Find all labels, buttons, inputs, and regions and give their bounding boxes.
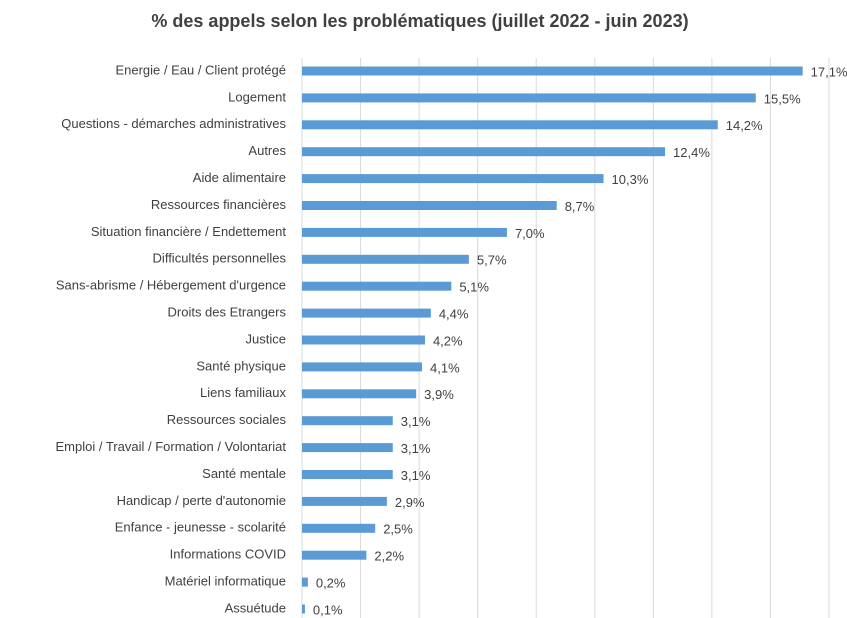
- y-tick-label: Logement: [228, 89, 286, 104]
- y-tick-label: Sans-abrisme / Hébergement d'urgence: [56, 278, 286, 293]
- data-label: 7,0%: [515, 226, 545, 241]
- data-label: 3,1%: [401, 441, 431, 456]
- data-label: 2,5%: [383, 522, 413, 537]
- bar: [302, 93, 756, 103]
- y-tick-label: Liens familiaux: [200, 385, 286, 400]
- data-label: 0,2%: [316, 576, 346, 591]
- y-tick-label: Situation financière / Endettement: [91, 224, 287, 239]
- y-tick-label: Matériel informatique: [165, 574, 286, 589]
- data-label: 17,1%: [811, 64, 847, 79]
- bar: [302, 389, 417, 399]
- y-tick-label: Difficultés personnelles: [153, 251, 287, 266]
- y-tick-label: Enfance - jeunesse - scolarité: [115, 520, 286, 535]
- bar: [302, 335, 425, 345]
- data-label: 4,1%: [430, 360, 460, 375]
- y-tick-label: Questions - démarches administratives: [61, 116, 286, 131]
- y-tick-label: Ressources sociales: [167, 412, 287, 427]
- data-label: 4,2%: [433, 333, 463, 348]
- bar: [302, 470, 393, 479]
- data-label: 5,1%: [459, 280, 489, 295]
- y-tick-label: Droits des Etrangers: [168, 305, 287, 320]
- bar: [302, 550, 367, 560]
- bar: [302, 577, 308, 587]
- data-label: 5,7%: [477, 253, 507, 268]
- chart-title: % des appels selon les problématiques (j…: [151, 11, 688, 31]
- y-tick-label: Santé physique: [196, 358, 286, 373]
- y-tick-label: Santé mentale: [202, 466, 286, 481]
- y-tick-label: Informations COVID: [170, 547, 286, 562]
- bar: [302, 281, 452, 291]
- bar: [302, 604, 305, 614]
- bar: [302, 443, 393, 453]
- bar: [302, 416, 393, 426]
- bar: [302, 308, 431, 318]
- bar: [302, 362, 423, 372]
- bar: [302, 174, 604, 184]
- bar: [302, 201, 557, 210]
- data-label: 14,2%: [726, 118, 763, 133]
- data-label: 0,1%: [313, 602, 343, 617]
- data-label: 3,1%: [401, 414, 431, 429]
- bar: [302, 254, 469, 264]
- data-label: 3,1%: [401, 468, 431, 483]
- y-tick-label: Ressources financières: [151, 197, 287, 212]
- y-tick-label: Handicap / perte d'autonomie: [117, 493, 286, 508]
- data-label: 2,2%: [374, 549, 404, 564]
- bar: [302, 523, 376, 533]
- bar: [302, 147, 666, 157]
- bar: [302, 120, 718, 130]
- bar: [302, 66, 803, 76]
- bar: [302, 496, 387, 506]
- data-label: 2,9%: [395, 495, 425, 510]
- y-tick-label: Justice: [246, 331, 286, 346]
- data-label: 15,5%: [764, 91, 801, 106]
- data-label: 8,7%: [565, 199, 595, 214]
- y-tick-label: Energie / Eau / Client protégé: [115, 62, 286, 77]
- bar: [302, 227, 507, 237]
- data-label: 10,3%: [612, 172, 649, 187]
- data-label: 12,4%: [673, 145, 710, 160]
- y-tick-label: Autres: [248, 143, 286, 158]
- data-label: 4,4%: [439, 307, 469, 322]
- data-label: 3,9%: [424, 387, 454, 402]
- y-tick-label: Assuétude: [225, 600, 286, 615]
- y-tick-label: Aide alimentaire: [193, 170, 286, 185]
- y-tick-label: Emploi / Travail / Formation / Volontari…: [56, 439, 287, 454]
